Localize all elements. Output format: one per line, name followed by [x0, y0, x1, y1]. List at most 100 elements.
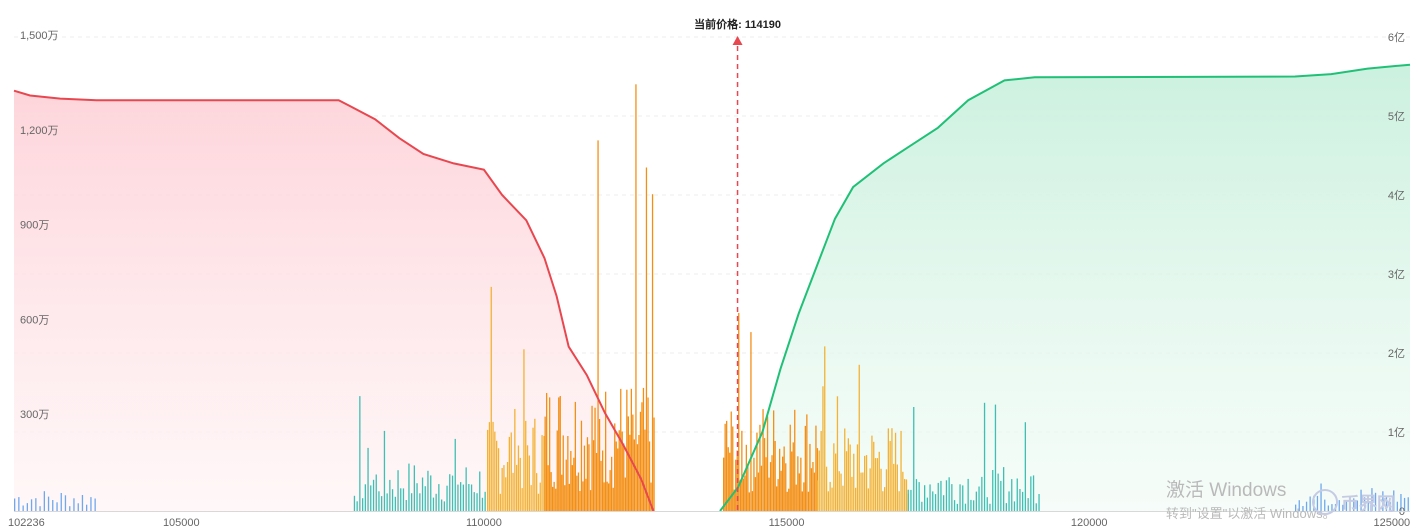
bar-31	[383, 430, 386, 511]
y-right-tick-3: 3亿	[1388, 268, 1405, 281]
bar-326	[1011, 479, 1013, 511]
bar-253	[845, 451, 848, 511]
bar-312	[973, 500, 975, 511]
y-right-tick-2: 2亿	[1388, 347, 1405, 360]
bar-323	[1003, 467, 1005, 511]
bar-16	[81, 495, 84, 511]
bar-331	[1024, 422, 1026, 511]
bar-231	[809, 443, 811, 511]
depth-areas	[14, 64, 1410, 511]
watermark-logo-icon	[1312, 489, 1338, 515]
bar-203	[766, 416, 769, 511]
bar-221	[794, 409, 796, 511]
bar-118	[570, 451, 572, 511]
bar-141	[605, 391, 607, 511]
bar-123	[577, 472, 580, 511]
watermark-line1: 激活 Windows	[1166, 479, 1286, 501]
bar-267	[871, 435, 873, 511]
bar-175	[724, 423, 726, 511]
y-left-tick-3: 1,200万	[20, 125, 59, 137]
bar-321	[997, 473, 999, 511]
bar-324	[1005, 503, 1007, 511]
bar-116	[567, 436, 569, 511]
bar-232	[810, 468, 813, 511]
bar-352	[1349, 505, 1351, 511]
bar-39	[405, 500, 407, 511]
bar-303	[948, 477, 950, 511]
bar-110	[558, 397, 560, 511]
bar-283	[900, 430, 902, 511]
bar-329	[1019, 489, 1021, 511]
bar-247	[835, 453, 837, 511]
bar-300	[940, 480, 942, 511]
bar-44	[419, 493, 421, 511]
bar-368	[1407, 497, 1409, 511]
bar-327	[1013, 501, 1016, 511]
bar-2	[22, 505, 24, 511]
bar-325	[1008, 491, 1010, 511]
bar-301	[943, 495, 945, 511]
bar-226	[801, 491, 803, 511]
bar-311	[970, 499, 972, 511]
bar-23	[362, 498, 364, 511]
bar-96	[536, 473, 538, 511]
bar-330	[1022, 491, 1024, 511]
bar-215	[785, 463, 787, 511]
bar-254	[847, 438, 849, 511]
bar-337	[1295, 504, 1297, 511]
bar-87	[519, 457, 521, 511]
bar-56	[451, 475, 454, 511]
bar-205	[769, 462, 772, 511]
bar-69	[487, 429, 489, 511]
bar-109	[556, 430, 558, 511]
bar-365	[1396, 501, 1398, 511]
bar-100	[543, 435, 545, 511]
bar-245	[831, 487, 833, 511]
bar-341	[1309, 496, 1311, 511]
bar-114	[564, 485, 566, 511]
bar-350	[1342, 504, 1344, 511]
bar-120	[573, 457, 575, 511]
y-right-tick-1: 1亿	[1388, 426, 1405, 439]
bar-336	[1038, 494, 1040, 511]
bar-290	[913, 407, 915, 511]
bar-60	[462, 484, 464, 511]
y-right-tick-6: 6亿	[1388, 31, 1405, 44]
bar-187	[742, 478, 744, 511]
bar-186	[741, 430, 743, 511]
bar-63	[470, 484, 473, 511]
bar-353	[1353, 498, 1355, 511]
bar-129	[586, 437, 589, 511]
bar-217	[788, 488, 790, 511]
bar-239	[820, 431, 822, 511]
bar-19	[94, 498, 96, 511]
bar-149	[617, 448, 619, 511]
bar-150	[618, 430, 620, 511]
bar-243	[827, 491, 829, 511]
bar-224	[798, 473, 800, 511]
bar-68	[484, 491, 486, 511]
bar-268	[873, 441, 875, 511]
bar-90	[525, 420, 527, 511]
bar-229	[806, 414, 808, 511]
bar-112	[561, 474, 563, 511]
bar-361	[1382, 491, 1384, 511]
bar-328	[1016, 478, 1018, 511]
bar-121	[574, 401, 576, 511]
bar-153	[623, 443, 625, 511]
bar-252	[844, 428, 846, 511]
bar-202	[765, 457, 767, 511]
y-left-tick-1: 600万	[20, 314, 49, 326]
bar-167	[644, 429, 646, 511]
bar-67	[481, 497, 484, 511]
watermark-logo: 币界网	[1341, 494, 1395, 514]
bar-302	[945, 480, 948, 511]
bar-125	[580, 420, 583, 511]
bar-85	[516, 464, 518, 511]
bar-265	[867, 488, 869, 511]
bar-191	[748, 492, 750, 511]
bar-41	[411, 493, 413, 511]
bar-157	[629, 434, 631, 511]
bar-201	[763, 438, 766, 511]
bar-71	[490, 286, 492, 511]
